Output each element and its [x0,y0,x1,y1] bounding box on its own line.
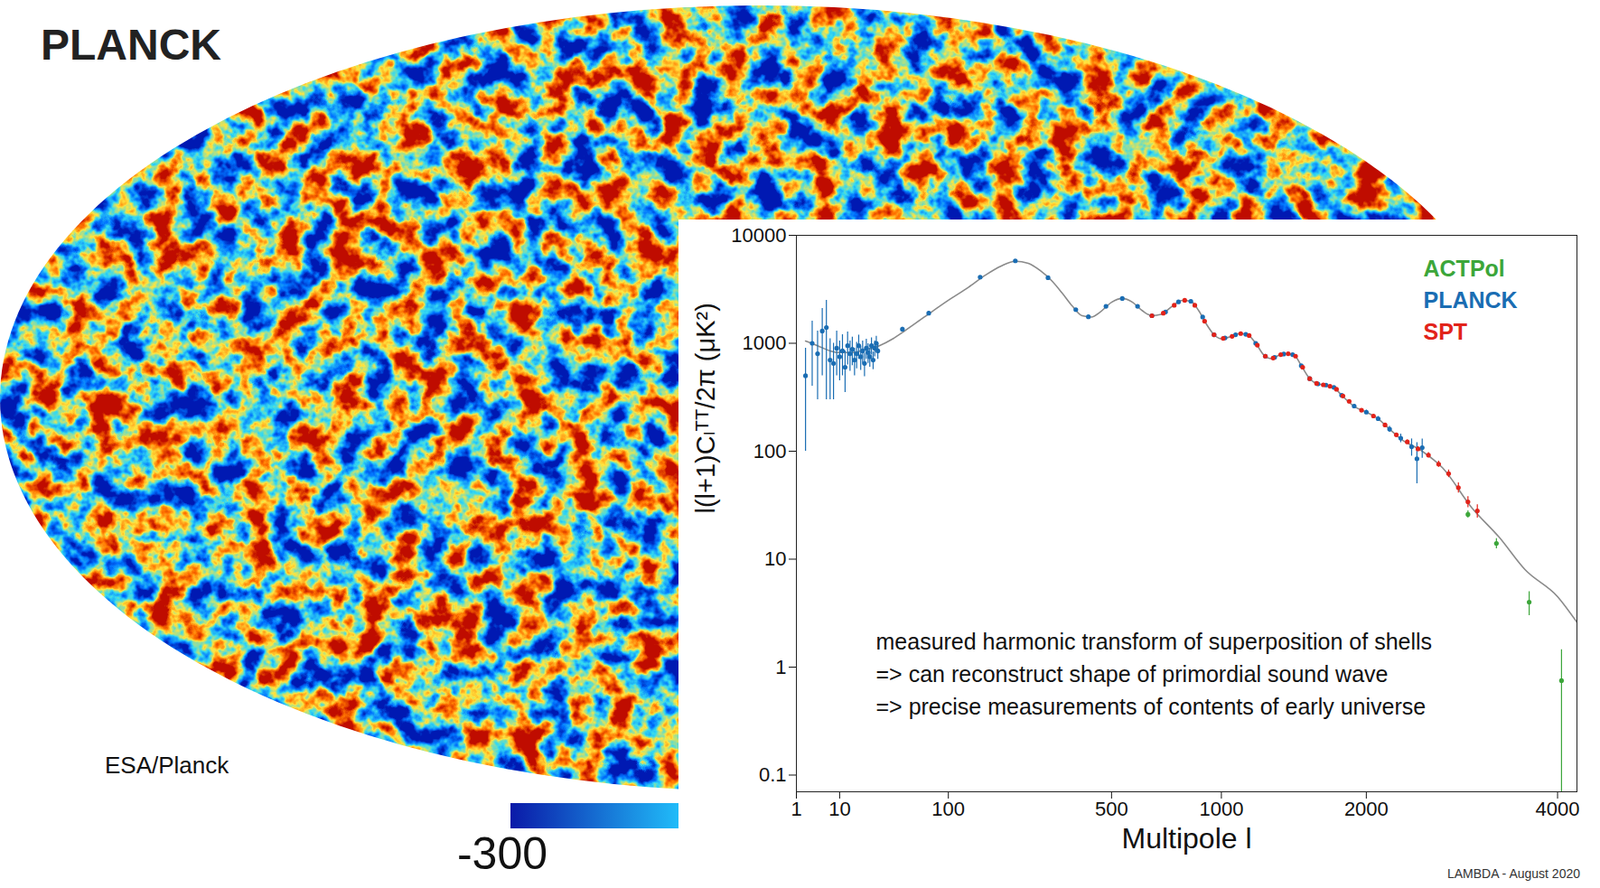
svg-text:100: 100 [753,439,787,463]
svg-text:=> precise measurements of con: => precise measurements of contents of e… [876,693,1427,720]
svg-text:1: 1 [790,797,802,821]
html-text:LAMBDA - August 2020: LAMBDA - August 2020 [1447,866,1581,881]
svg-text:100: 100 [931,797,965,821]
svg-text:PLANCK: PLANCK [1423,287,1518,313]
svg-text:2000: 2000 [1344,797,1389,821]
svg-text:0.1: 0.1 [758,763,787,786]
svg-text:10: 10 [764,547,786,571]
svg-text:ACTPol: ACTPol [1423,255,1506,281]
svg-text:ESA/Planck: ESA/Planck [104,751,230,779]
svg-text:10: 10 [828,797,851,821]
svg-text:1: 1 [775,655,786,679]
svg-text:1000: 1000 [1198,797,1244,821]
svg-text:-300: -300 [457,828,548,880]
svg-text:1000: 1000 [742,331,787,355]
svg-text:Multipole l: Multipole l [1121,822,1252,855]
svg-text:500: 500 [1094,797,1129,821]
svg-text:l(l+1)Cₗᵀᵀ/2π (μK²): l(l+1)Cₗᵀᵀ/2π (μK²) [691,302,721,514]
svg-text:measured harmonic transform of: measured harmonic transform of superposi… [876,628,1433,655]
svg-text:=> can reconstruct shape of pr: => can reconstruct shape of primordial s… [876,661,1389,687]
svg-text:10000: 10000 [730,224,786,247]
svg-text:SPT: SPT [1423,318,1469,345]
svg-text:PLANCK: PLANCK [40,20,222,69]
svg-text:4000: 4000 [1535,797,1581,821]
